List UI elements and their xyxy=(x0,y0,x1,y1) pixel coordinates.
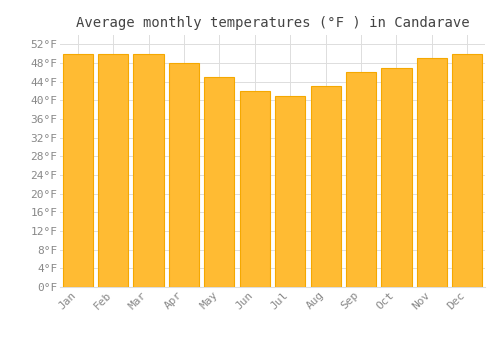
Bar xyxy=(98,54,128,287)
Bar xyxy=(62,54,93,287)
Bar xyxy=(452,54,482,287)
Bar xyxy=(169,63,199,287)
Bar xyxy=(275,96,306,287)
Bar xyxy=(204,77,234,287)
Bar xyxy=(346,72,376,287)
Title: Average monthly temperatures (°F ) in Candarave: Average monthly temperatures (°F ) in Ca… xyxy=(76,16,469,30)
Bar xyxy=(310,86,340,287)
Bar xyxy=(134,54,164,287)
Bar xyxy=(240,91,270,287)
Bar xyxy=(382,68,412,287)
Bar xyxy=(417,58,447,287)
